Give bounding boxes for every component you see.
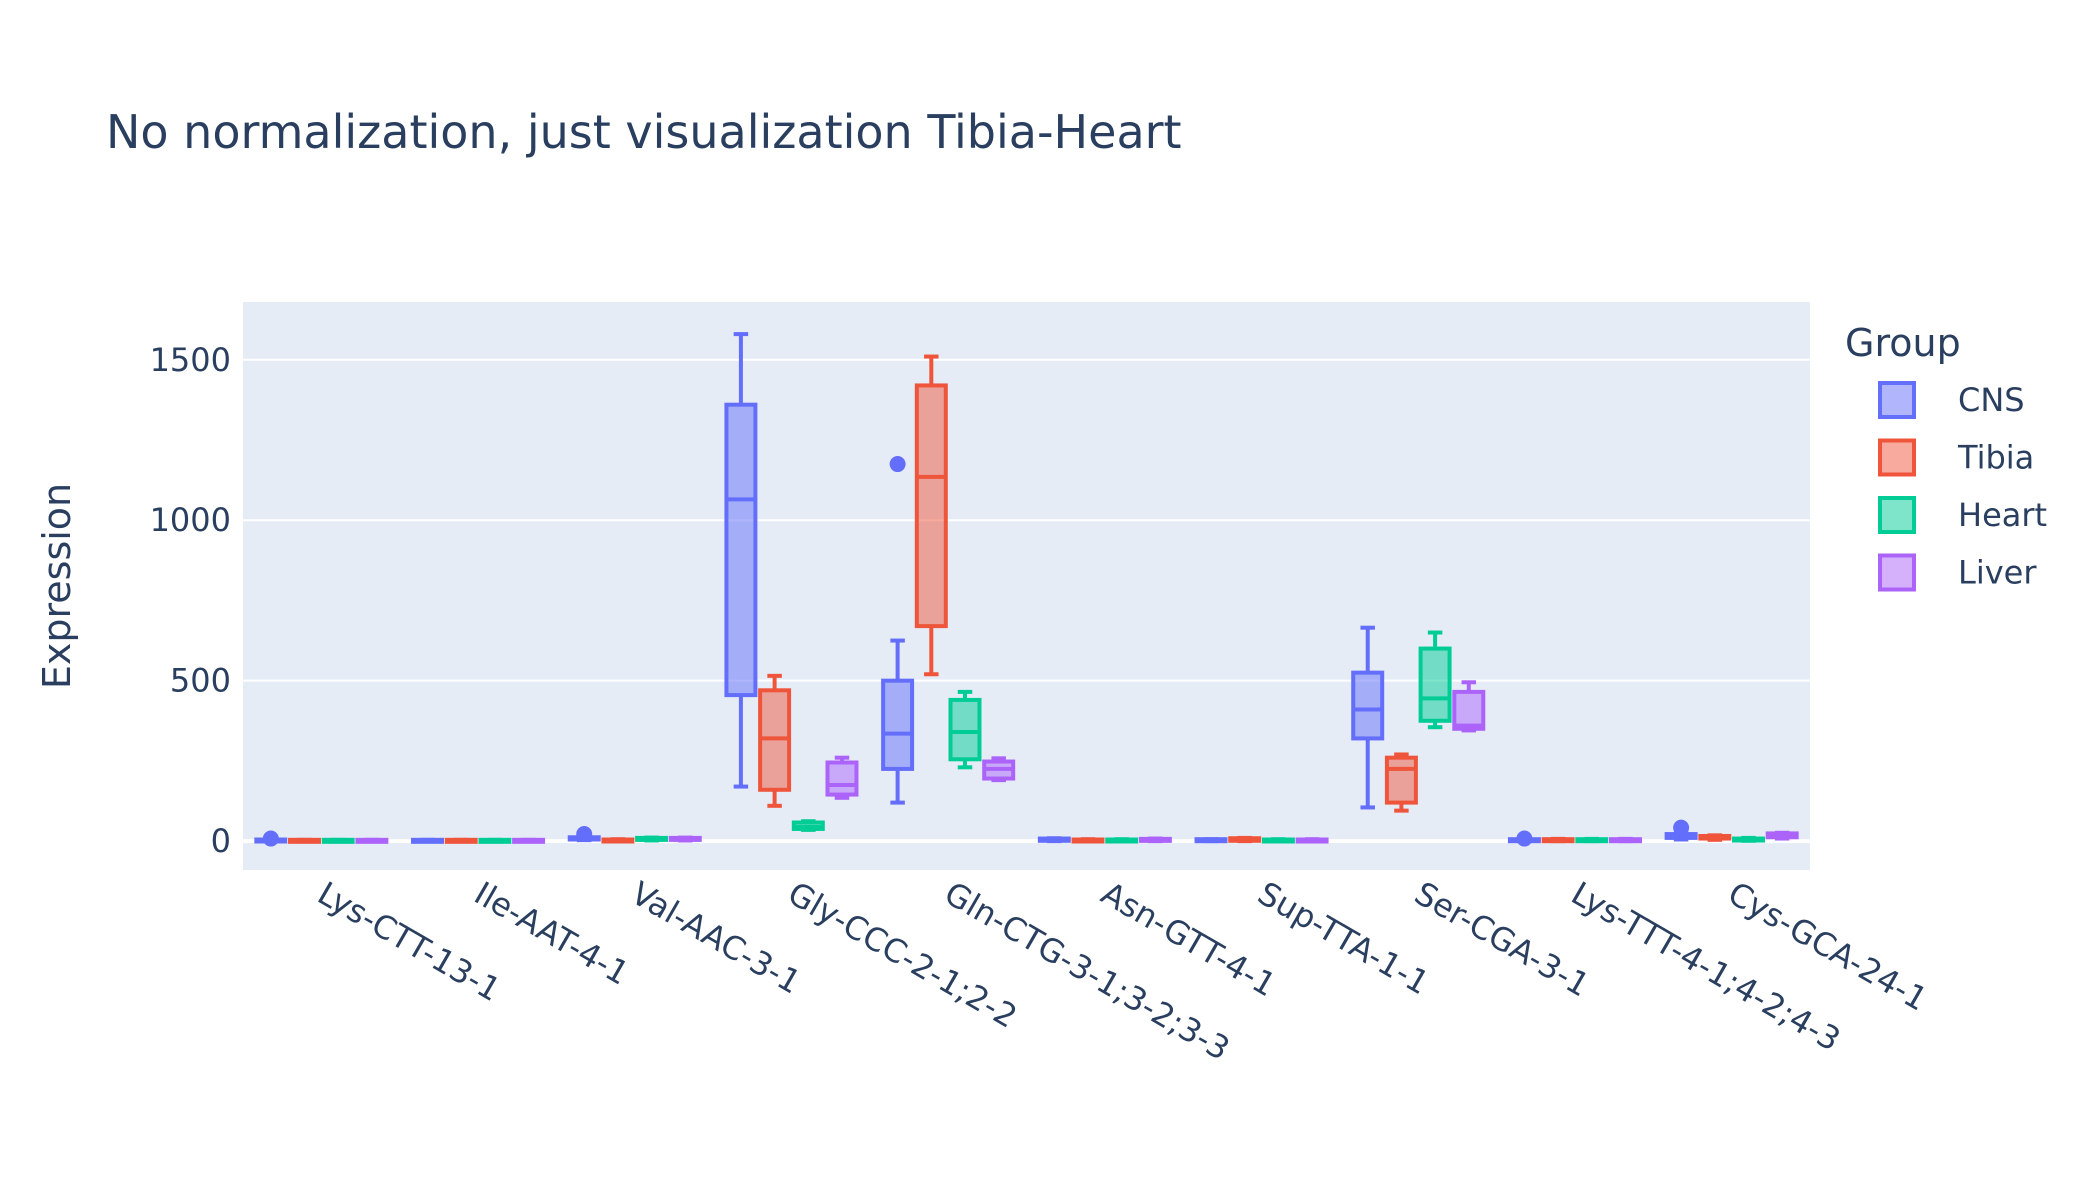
box-tibia[interactable] bbox=[1071, 837, 1105, 844]
box-liver[interactable] bbox=[1608, 836, 1642, 844]
box-tibia[interactable] bbox=[444, 837, 478, 844]
box-cns[interactable] bbox=[724, 332, 758, 789]
series-heart bbox=[321, 630, 1765, 844]
box-body bbox=[948, 697, 982, 762]
box-cns[interactable] bbox=[567, 826, 601, 843]
box-liver[interactable] bbox=[1765, 830, 1799, 841]
box-body bbox=[1384, 755, 1418, 805]
box-liver[interactable] bbox=[1138, 836, 1172, 844]
box-liver[interactable] bbox=[1452, 680, 1486, 733]
box-tibia[interactable] bbox=[1228, 835, 1262, 844]
legend-item-liver[interactable]: Liver bbox=[1878, 553, 2037, 592]
box-cns[interactable] bbox=[1351, 625, 1385, 810]
box-tibia[interactable] bbox=[1698, 833, 1732, 842]
series-tibia bbox=[288, 354, 1732, 844]
box-liver[interactable] bbox=[355, 837, 389, 844]
y-tick-label: 0 bbox=[211, 822, 231, 860]
x-axis-ticks: Lys-CTT-13-1Ile-AAT-4-1Val-AAC-3-1Gly-CC… bbox=[311, 874, 1934, 1068]
legend-swatch bbox=[1878, 381, 1916, 419]
box-heart[interactable] bbox=[1732, 835, 1765, 843]
y-axis-ticks: 0 500 1000 1500 bbox=[150, 341, 231, 860]
legend-item-tibia[interactable]: Tibia bbox=[1878, 438, 2034, 477]
legend-title: Group bbox=[1845, 321, 1961, 365]
box-cns[interactable] bbox=[881, 456, 915, 805]
box-heart[interactable] bbox=[478, 837, 512, 844]
box-heart[interactable] bbox=[948, 689, 982, 770]
legend-label: CNS bbox=[1958, 381, 2025, 419]
box-cns[interactable] bbox=[254, 830, 288, 847]
box-liver[interactable] bbox=[668, 835, 702, 843]
box-body bbox=[724, 402, 758, 698]
box-heart[interactable] bbox=[791, 819, 825, 832]
legend-swatch bbox=[1878, 553, 1916, 592]
box-cns[interactable] bbox=[1507, 830, 1541, 847]
box-tibia[interactable] bbox=[758, 673, 792, 808]
box-tibia[interactable] bbox=[914, 354, 948, 677]
y-tick-label: 1000 bbox=[150, 501, 231, 539]
box-tibia[interactable] bbox=[1384, 752, 1418, 813]
box-cns[interactable] bbox=[1194, 837, 1228, 844]
box-body bbox=[881, 678, 915, 771]
box-heart[interactable] bbox=[321, 837, 355, 844]
box-body bbox=[914, 383, 948, 629]
x-tick-label: Gln-CTG-3-1;3-2;3-3 bbox=[938, 874, 1236, 1068]
outlier-point[interactable] bbox=[576, 826, 593, 843]
box-liver[interactable] bbox=[512, 837, 546, 844]
legend-label: Liver bbox=[1958, 554, 2037, 592]
box-heart[interactable] bbox=[1418, 630, 1452, 730]
box-heart[interactable] bbox=[635, 835, 669, 843]
box-cns[interactable] bbox=[1664, 819, 1698, 842]
outlier-point[interactable] bbox=[1516, 830, 1533, 847]
legend-swatch bbox=[1878, 496, 1916, 534]
outlier-point[interactable] bbox=[1673, 819, 1690, 836]
box-cns[interactable] bbox=[411, 837, 445, 844]
box-liver[interactable] bbox=[982, 756, 1016, 783]
box-liver[interactable] bbox=[1295, 837, 1329, 844]
box-heart[interactable] bbox=[1575, 836, 1609, 844]
series-cns bbox=[254, 332, 1698, 847]
legend-label: Tibia bbox=[1957, 439, 2034, 477]
x-tick-label: Lys-TTT-4-1;4-2;4-3 bbox=[1565, 874, 1847, 1059]
x-tick-label: Sup-TTA-1-1 bbox=[1252, 874, 1436, 1002]
box-body bbox=[1351, 670, 1385, 741]
box-tibia[interactable] bbox=[1541, 836, 1575, 844]
y-tick-label: 1500 bbox=[150, 341, 231, 379]
legend-label: Heart bbox=[1958, 496, 2047, 534]
legend[interactable]: CNS Tibia Heart Liver bbox=[1878, 381, 2047, 592]
box-body bbox=[1418, 646, 1452, 723]
box-body bbox=[825, 760, 859, 797]
legend-swatch bbox=[1878, 438, 1916, 477]
x-tick-label: Ser-CGA-3-1 bbox=[1408, 874, 1596, 1004]
box-cns[interactable] bbox=[1037, 836, 1071, 844]
series-liver bbox=[355, 680, 1799, 844]
box-body bbox=[1452, 689, 1486, 731]
outlier-point[interactable] bbox=[889, 456, 906, 473]
box-tibia[interactable] bbox=[601, 837, 635, 844]
legend-item-heart[interactable]: Heart bbox=[1878, 496, 2047, 534]
box-heart[interactable] bbox=[1261, 837, 1295, 844]
outlier-point[interactable] bbox=[262, 830, 279, 847]
box-series bbox=[254, 332, 1799, 847]
box-heart[interactable] bbox=[1105, 837, 1139, 844]
chart-title: No normalization, just visualization Tib… bbox=[106, 105, 1182, 159]
legend-item-cns[interactable]: CNS bbox=[1878, 381, 2025, 419]
y-axis-title: Expression bbox=[35, 483, 79, 689]
x-tick-label: Val-AAC-3-1 bbox=[625, 874, 808, 1001]
box-tibia[interactable] bbox=[288, 837, 321, 844]
box-liver[interactable] bbox=[825, 755, 859, 800]
y-tick-label: 500 bbox=[170, 662, 231, 700]
plot-background bbox=[243, 302, 1810, 870]
